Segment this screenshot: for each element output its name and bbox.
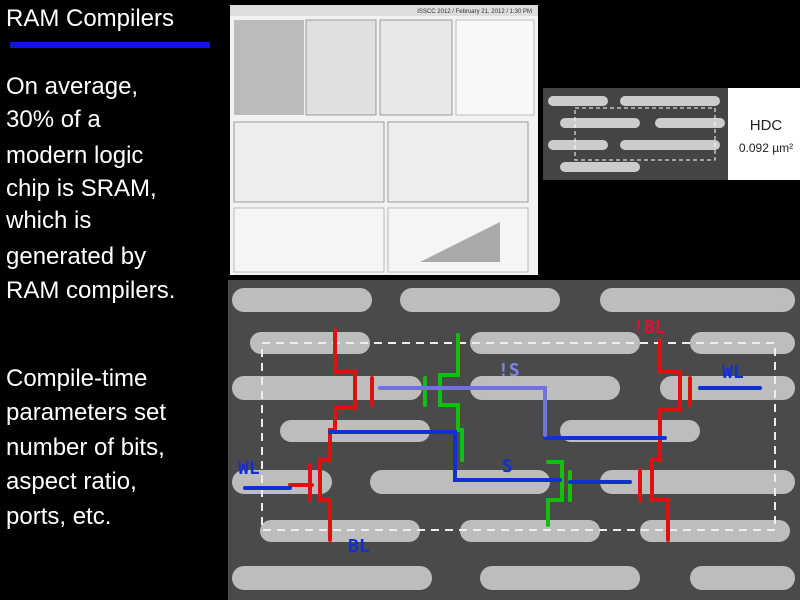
title-underline: [10, 42, 210, 48]
annotation: BL: [348, 536, 370, 557]
text-line: number of bits,: [6, 434, 165, 461]
paper-header: ISSCC 2012 / February 21, 2012 / 1:30 PM: [417, 9, 532, 15]
annotation: WL: [722, 362, 744, 383]
sram-cell-image: !BL WL !S S WL BL: [228, 280, 800, 600]
annotation: !BL: [633, 317, 666, 338]
text-line: Compile-time: [6, 365, 147, 392]
annotation: WL: [238, 458, 260, 479]
text-line: On average,: [6, 73, 138, 100]
text-line: aspect ratio,: [6, 468, 137, 495]
annotation: S: [502, 456, 513, 477]
text-line: generated by: [6, 243, 146, 270]
paper-figure: ISSCC 2012 / February 21, 2012 / 1:30 PM: [230, 5, 538, 275]
paragraph: Compile-time parameters set number of bi…: [6, 365, 166, 530]
sem-inset: HDC 0.092 µm²: [543, 88, 800, 180]
text-line: modern logic: [6, 142, 143, 169]
cell-label: HDC: [750, 117, 783, 134]
paragraph: On average, 30% of a modern logic chip i…: [5, 73, 175, 304]
slide-title: RAM Compilers: [6, 5, 174, 32]
text-line: parameters set: [6, 399, 166, 426]
text-line: ports, etc.: [6, 503, 111, 530]
text-line: RAM compilers.: [6, 277, 175, 304]
annotation: !S: [498, 360, 520, 381]
text-line: chip is SRAM,: [6, 175, 157, 202]
text-line: which is: [5, 207, 91, 234]
text-line: 30% of a: [6, 106, 101, 133]
cell-area: 0.092 µm²: [739, 141, 793, 155]
